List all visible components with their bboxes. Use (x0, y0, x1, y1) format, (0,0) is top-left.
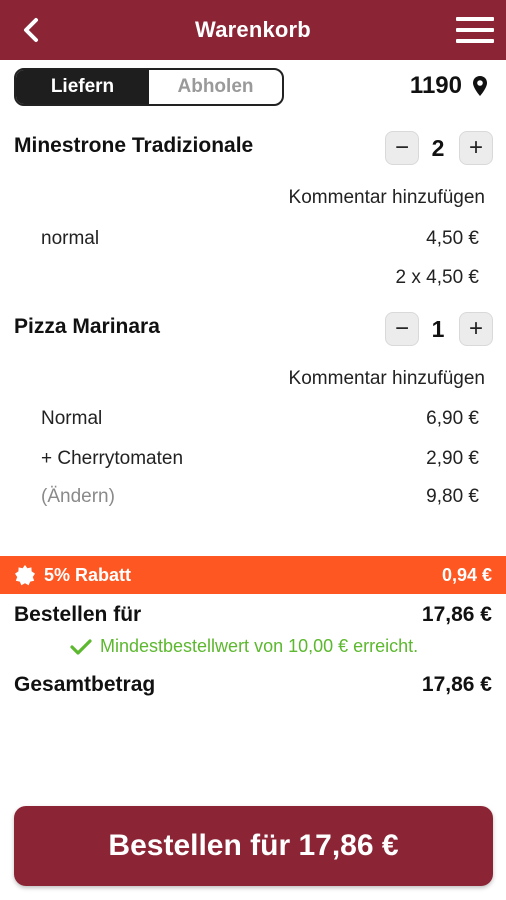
add-comment-link[interactable]: Kommentar hinzufügen (288, 368, 485, 389)
item-subtotal: 2 x 4,50 € (395, 267, 479, 288)
tab-abholen[interactable]: Abholen (177, 76, 254, 97)
item-option-price: 6,90 € (426, 408, 479, 429)
increase-quantity-button[interactable]: + (459, 312, 493, 346)
cart-item-name: Pizza Marinara (14, 315, 160, 338)
tab-liefern[interactable]: Liefern (16, 70, 149, 104)
hamburger-icon (456, 17, 494, 21)
quantity-value: 2 (431, 135, 445, 161)
postal-code[interactable]: 1190 (410, 72, 488, 100)
order-for-value: 17,86 € (421, 603, 492, 626)
discount-badge-icon (15, 565, 35, 586)
hamburger-icon (456, 39, 494, 43)
minus-icon: − (394, 134, 409, 161)
page-title: Warenkorb (195, 17, 311, 42)
item-subtotal: 9,80 € (426, 486, 479, 507)
discount-banner: 5% Rabatt 0,94 € (0, 556, 506, 594)
hamburger-icon (456, 28, 494, 32)
increase-quantity-button[interactable]: + (459, 131, 493, 165)
discount-label: 5% Rabatt (44, 564, 132, 585)
app-header: Warenkorb (0, 0, 506, 60)
cart-item-name: Minestrone Tradizionale (14, 134, 254, 157)
item-option-label: normal (41, 228, 100, 249)
delivery-mode-toggle: Liefern Abholen (14, 68, 284, 106)
item-extra-label: + Cherrytomaten (41, 448, 184, 469)
location-pin-icon (473, 76, 487, 96)
item-option-price: 4,50 € (426, 228, 479, 249)
decrease-quantity-button[interactable]: − (385, 131, 419, 165)
back-button[interactable] (16, 14, 48, 46)
order-for-label: Bestellen für (14, 603, 142, 626)
checkmark-icon (70, 638, 92, 655)
min-order-note: Mindestbestellwert von 10,00 € erreicht. (70, 636, 418, 657)
discount-amount: 0,94 € (441, 564, 492, 585)
item-extra-price: 2,90 € (426, 448, 479, 469)
quantity-value: 1 (431, 316, 445, 342)
minus-icon: − (394, 315, 409, 342)
change-item-link[interactable]: (Ändern) (41, 486, 115, 507)
plus-icon: + (468, 134, 483, 161)
menu-button[interactable] (456, 14, 494, 46)
min-order-note-text: Mindestbestellwert von 10,00 € erreicht. (100, 636, 419, 656)
add-comment-link[interactable]: Kommentar hinzufügen (288, 187, 485, 208)
total-label: Gesamtbetrag (14, 673, 156, 696)
chevron-left-icon (24, 18, 38, 42)
plus-icon: + (468, 315, 483, 342)
postal-code-value: 1190 (409, 72, 462, 99)
place-order-button[interactable]: Bestellen für 17,86 € (14, 806, 493, 886)
decrease-quantity-button[interactable]: − (385, 312, 419, 346)
item-option-label: Normal (41, 408, 103, 429)
total-value: 17,86 € (421, 673, 492, 696)
